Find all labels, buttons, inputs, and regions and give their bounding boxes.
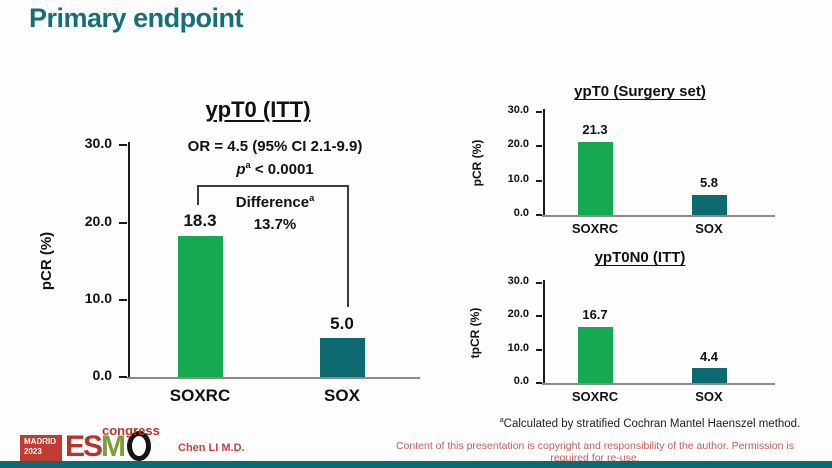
- main-chart-title: ypT0 (ITT): [205, 97, 311, 122]
- y-axis-title: tpCR (%): [468, 307, 482, 359]
- logo-city: MADRID: [24, 437, 56, 446]
- difference-value: 13.7%: [253, 216, 297, 233]
- x-category-label: SOXRC: [169, 386, 231, 405]
- bar-value-label: 5.8: [699, 175, 719, 191]
- footnote-text: Calculated by stratified Cochran Mantel …: [503, 417, 801, 430]
- y-tick-mark: [536, 348, 542, 351]
- y-tick-label: 20.0: [507, 308, 529, 321]
- bar-soxrc: [577, 327, 613, 383]
- y-tick-label: 30.0: [84, 135, 112, 152]
- y-tick-label: 20.0: [507, 138, 529, 151]
- y-tick-label: 30.0: [507, 103, 529, 116]
- y-tick-mark: [119, 298, 127, 301]
- bar-soxrc: [577, 141, 613, 215]
- logo-letter-m: M: [101, 430, 126, 463]
- y-tick-mark: [536, 145, 542, 147]
- y-tick-mark: [536, 214, 542, 216]
- x-axis-line: [127, 377, 420, 379]
- difference-superscript: a: [309, 193, 315, 203]
- y-tick-mark: [119, 221, 127, 224]
- difference-text: Difference: [235, 194, 310, 211]
- bar-value-label: 21.3: [582, 121, 608, 137]
- bottom-accent-strip: [0, 461, 832, 468]
- y-tick-label: 0.0: [513, 375, 529, 388]
- bar-value-label: 16.7: [582, 307, 608, 323]
- esmo-congress-logo: MADRID 2023 E S M congress: [20, 423, 180, 464]
- x-axis-line: [542, 215, 775, 217]
- bracket-left-arm: [197, 185, 199, 205]
- p-value-text: < 0.0001: [250, 161, 314, 178]
- y-tick-label: 0.0: [513, 207, 529, 220]
- p-superscript: a: [245, 160, 251, 170]
- x-category-label: SOXRC: [571, 221, 619, 236]
- logo-year: 2023: [24, 446, 42, 456]
- logo-letter-e: E: [65, 430, 85, 463]
- logo-letter-o-icon: [127, 431, 152, 461]
- y-axis-line: [543, 279, 545, 385]
- y-axis-title: pCR (%): [470, 139, 484, 187]
- x-axis-line: [542, 383, 775, 385]
- y-tick-mark: [536, 382, 542, 384]
- y-tick-mark: [536, 179, 542, 182]
- bar-sox: [691, 194, 727, 215]
- y-axis-line: [128, 142, 130, 379]
- slide-title: Primary endpoint: [29, 3, 244, 33]
- y-axis-line: [543, 108, 545, 217]
- logo-esmo-letters: E S M: [65, 428, 152, 463]
- bar-sox: [691, 368, 727, 383]
- bar-sox: [319, 338, 365, 377]
- y-tick-label: 10.0: [507, 172, 529, 185]
- x-category-label: SOXRC: [571, 389, 619, 404]
- x-category-label: SOX: [695, 389, 723, 404]
- y-tick-mark: [536, 110, 542, 113]
- bracket-horizontal-line: [197, 185, 349, 187]
- author-name: Chen LI M.D.: [178, 442, 245, 454]
- bar-soxrc: [177, 235, 223, 377]
- ypt0n0-chart-title: ypT0N0 (ITT): [594, 249, 686, 266]
- bracket-right-arm: [347, 185, 349, 307]
- x-category-label: SOX: [695, 221, 723, 236]
- y-tick-label: 0.0: [92, 366, 112, 383]
- bar-value-label: 4.4: [699, 348, 719, 364]
- y-axis-title: pCR (%): [38, 232, 55, 291]
- logo-letter-s: S: [83, 430, 103, 463]
- y-tick-label: 20.0: [84, 212, 112, 229]
- y-tick-label: 10.0: [84, 289, 112, 306]
- y-tick-mark: [536, 315, 542, 317]
- footnote: aCalculated by stratified Cochran Mantel…: [480, 416, 820, 430]
- odds-ratio-annotation: OR = 4.5 (95% CI 2.1-9.9): [187, 138, 363, 155]
- logo-madrid-box: MADRID 2023: [20, 435, 62, 461]
- x-category-label: SOX: [324, 386, 360, 405]
- logo-congress-text: congress: [102, 423, 160, 438]
- y-tick-mark: [119, 376, 127, 378]
- bar-value-label: 5.0: [330, 314, 354, 333]
- p-value-annotation: pa < 0.0001: [145, 160, 405, 178]
- y-tick-label: 10.0: [507, 341, 529, 354]
- footnote-superscript: a: [499, 416, 504, 424]
- y-tick-label: 30.0: [507, 274, 529, 287]
- y-tick-mark: [119, 144, 127, 147]
- surgery-chart-title: ypT0 (Surgery set): [574, 83, 706, 100]
- p-symbol: p: [236, 161, 246, 178]
- difference-label: Differencea: [145, 193, 405, 211]
- y-tick-mark: [536, 281, 542, 284]
